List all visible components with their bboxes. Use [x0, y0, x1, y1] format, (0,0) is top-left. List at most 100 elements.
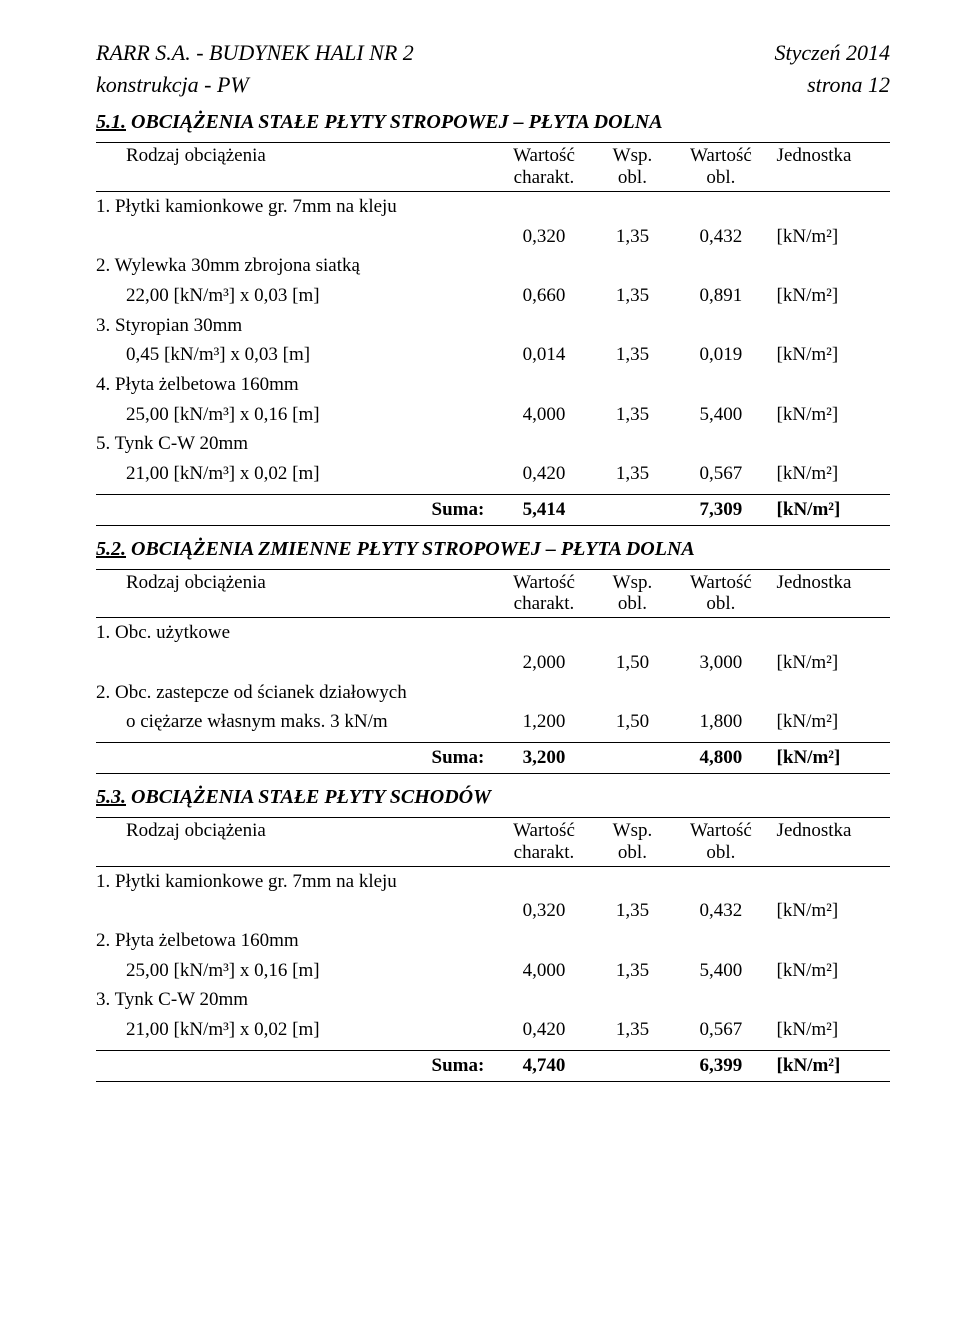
- val-unit: [kN/m²]: [773, 281, 890, 311]
- val-charakt: 0,320: [492, 896, 595, 926]
- section-5-1-num: 5.1.: [96, 111, 126, 133]
- val-unit: [kN/m²]: [773, 340, 890, 370]
- load-item-sublabel: 21,00 [kN/m³] x 0,02 [m]: [96, 1015, 492, 1045]
- load-item-label: 4. Płyta żelbetowa 160mm: [96, 370, 492, 400]
- table-5-2: Rodzaj obciążenia Wartość charakt. Wsp. …: [96, 569, 890, 774]
- table-row: 1. Obc. użytkowe: [96, 618, 890, 648]
- col-wart-char: Wartość charakt.: [492, 818, 595, 867]
- header-left-2: konstrukcja - PW: [96, 70, 249, 100]
- load-item-label: 2. Wylewka 30mm zbrojona siatką: [96, 251, 492, 281]
- load-item-sublabel: 25,00 [kN/m³] x 0,16 [m]: [96, 400, 492, 430]
- sum-row-5-3: Suma: 4,740 6,399 [kN/m²]: [96, 1051, 890, 1082]
- val-obl: 1,800: [669, 707, 772, 737]
- val-wsp: 1,35: [596, 459, 670, 489]
- sum-c: 4,800: [669, 743, 772, 774]
- val-charakt: 0,320: [492, 222, 595, 252]
- header-right-1: Styczeń 2014: [775, 38, 890, 68]
- table-row: 2. Wylewka 30mm zbrojona siatką: [96, 251, 890, 281]
- table-row: 2. Obc. zastepcze od ścianek działowych: [96, 678, 890, 708]
- col-wsp: Wsp. obl.: [596, 818, 670, 867]
- val-obl: 0,432: [669, 896, 772, 926]
- table-row: 0,3201,350,432[kN/m²]: [96, 222, 890, 252]
- section-5-3-num: 5.3.: [96, 786, 126, 808]
- val-obl: 0,432: [669, 222, 772, 252]
- load-item-sublabel: 0,45 [kN/m³] x 0,03 [m]: [96, 340, 492, 370]
- val-obl: 0,891: [669, 281, 772, 311]
- val-wsp: 1,35: [596, 400, 670, 430]
- sum-a: 3,200: [492, 743, 595, 774]
- col-wart-obl: Wartość obl.: [669, 818, 772, 867]
- table-row: 1. Płytki kamionkowe gr. 7mm na kleju: [96, 866, 890, 896]
- val-unit: [kN/m²]: [773, 1015, 890, 1045]
- load-item-label: 1. Płytki kamionkowe gr. 7mm na kleju: [96, 866, 492, 896]
- section-5-2-text: OBCIĄŻENIA ZMIENNE PŁYTY STROPOWEJ – PŁY…: [131, 538, 695, 560]
- val-wsp: 1,35: [596, 956, 670, 986]
- table-row: 1. Płytki kamionkowe gr. 7mm na kleju: [96, 192, 890, 222]
- section-5-3-title: 5.3. OBCIĄŻENIA STAŁE PŁYTY SCHODÓW: [96, 784, 890, 811]
- val-charakt: 0,014: [492, 340, 595, 370]
- load-item-label: 3. Tynk C-W 20mm: [96, 985, 492, 1015]
- load-item-sublabel: 22,00 [kN/m³] x 0,03 [m]: [96, 281, 492, 311]
- table-header-row: Rodzaj obciążenia Wartość charakt. Wsp. …: [96, 143, 890, 192]
- col-jedn: Jednostka: [773, 569, 890, 618]
- val-wsp: 1,35: [596, 896, 670, 926]
- table-row: 0,45 [kN/m³] x 0,03 [m]0,0141,350,019[kN…: [96, 340, 890, 370]
- val-unit: [kN/m²]: [773, 956, 890, 986]
- col-wart-obl: Wartość obl.: [669, 569, 772, 618]
- table-row: 25,00 [kN/m³] x 0,16 [m]4,0001,355,400[k…: [96, 956, 890, 986]
- val-unit: [kN/m²]: [773, 648, 890, 678]
- table-row: 21,00 [kN/m³] x 0,02 [m]0,4201,350,567[k…: [96, 459, 890, 489]
- val-wsp: 1,50: [596, 707, 670, 737]
- val-charakt: 0,420: [492, 459, 595, 489]
- col-wsp: Wsp. obl.: [596, 569, 670, 618]
- table-row: 3. Tynk C-W 20mm: [96, 985, 890, 1015]
- val-charakt: 4,000: [492, 400, 595, 430]
- sum-a: 5,414: [492, 494, 595, 525]
- val-wsp: 1,35: [596, 1015, 670, 1045]
- table-header-row: Rodzaj obciążenia Wartość charakt. Wsp. …: [96, 569, 890, 618]
- table-row: o ciężarze własnym maks. 3 kN/m1,2001,50…: [96, 707, 890, 737]
- sum-label: Suma:: [96, 494, 492, 525]
- load-item-sublabel: 25,00 [kN/m³] x 0,16 [m]: [96, 956, 492, 986]
- val-wsp: 1,35: [596, 340, 670, 370]
- section-5-1-title: 5.1. OBCIĄŻENIA STAŁE PŁYTY STROPOWEJ – …: [96, 109, 890, 136]
- section-5-2-num: 5.2.: [96, 538, 126, 560]
- table-header-row: Rodzaj obciążenia Wartość charakt. Wsp. …: [96, 818, 890, 867]
- col-jedn: Jednostka: [773, 143, 890, 192]
- val-charakt: 4,000: [492, 956, 595, 986]
- val-charakt: 0,420: [492, 1015, 595, 1045]
- val-wsp: 1,35: [596, 222, 670, 252]
- table-5-1: Rodzaj obciążenia Wartość charakt. Wsp. …: [96, 142, 890, 525]
- table-row: 25,00 [kN/m³] x 0,16 [m]4,0001,355,400[k…: [96, 400, 890, 430]
- load-item-label: 3. Styropian 30mm: [96, 311, 492, 341]
- table-row: 2. Płyta żelbetowa 160mm: [96, 926, 890, 956]
- col-wsp: Wsp. obl.: [596, 143, 670, 192]
- col-wart-obl: Wartość obl.: [669, 143, 772, 192]
- sum-u: [kN/m²]: [773, 1051, 890, 1082]
- table-5-3: Rodzaj obciążenia Wartość charakt. Wsp. …: [96, 817, 890, 1082]
- header-right-2: strona 12: [807, 70, 890, 100]
- val-obl: 0,567: [669, 459, 772, 489]
- table-row: 0,3201,350,432[kN/m²]: [96, 896, 890, 926]
- table-row: 4. Płyta żelbetowa 160mm: [96, 370, 890, 400]
- col-wart-char: Wartość charakt.: [492, 143, 595, 192]
- load-item-label: 1. Obc. użytkowe: [96, 618, 492, 648]
- val-charakt: 2,000: [492, 648, 595, 678]
- section-5-3-text: OBCIĄŻENIA STAŁE PŁYTY SCHODÓW: [131, 786, 491, 808]
- load-item-sublabel: o ciężarze własnym maks. 3 kN/m: [96, 707, 492, 737]
- col-jedn: Jednostka: [773, 818, 890, 867]
- sum-c: 6,399: [669, 1051, 772, 1082]
- table-row: 22,00 [kN/m³] x 0,03 [m]0,6601,350,891[k…: [96, 281, 890, 311]
- val-obl: 5,400: [669, 400, 772, 430]
- page-header-line1: RARR S.A. - BUDYNEK HALI NR 2 Styczeń 20…: [96, 38, 890, 68]
- table-row: 3. Styropian 30mm: [96, 311, 890, 341]
- val-unit: [kN/m²]: [773, 896, 890, 926]
- val-wsp: 1,35: [596, 281, 670, 311]
- col-wart-char: Wartość charakt.: [492, 569, 595, 618]
- sum-row-5-2: Suma: 3,200 4,800 [kN/m²]: [96, 743, 890, 774]
- section-5-2-title: 5.2. OBCIĄŻENIA ZMIENNE PŁYTY STROPOWEJ …: [96, 536, 890, 563]
- load-item-label: 1. Płytki kamionkowe gr. 7mm na kleju: [96, 192, 492, 222]
- sum-label: Suma:: [96, 743, 492, 774]
- load-item-label: 5. Tynk C-W 20mm: [96, 429, 492, 459]
- val-obl: 3,000: [669, 648, 772, 678]
